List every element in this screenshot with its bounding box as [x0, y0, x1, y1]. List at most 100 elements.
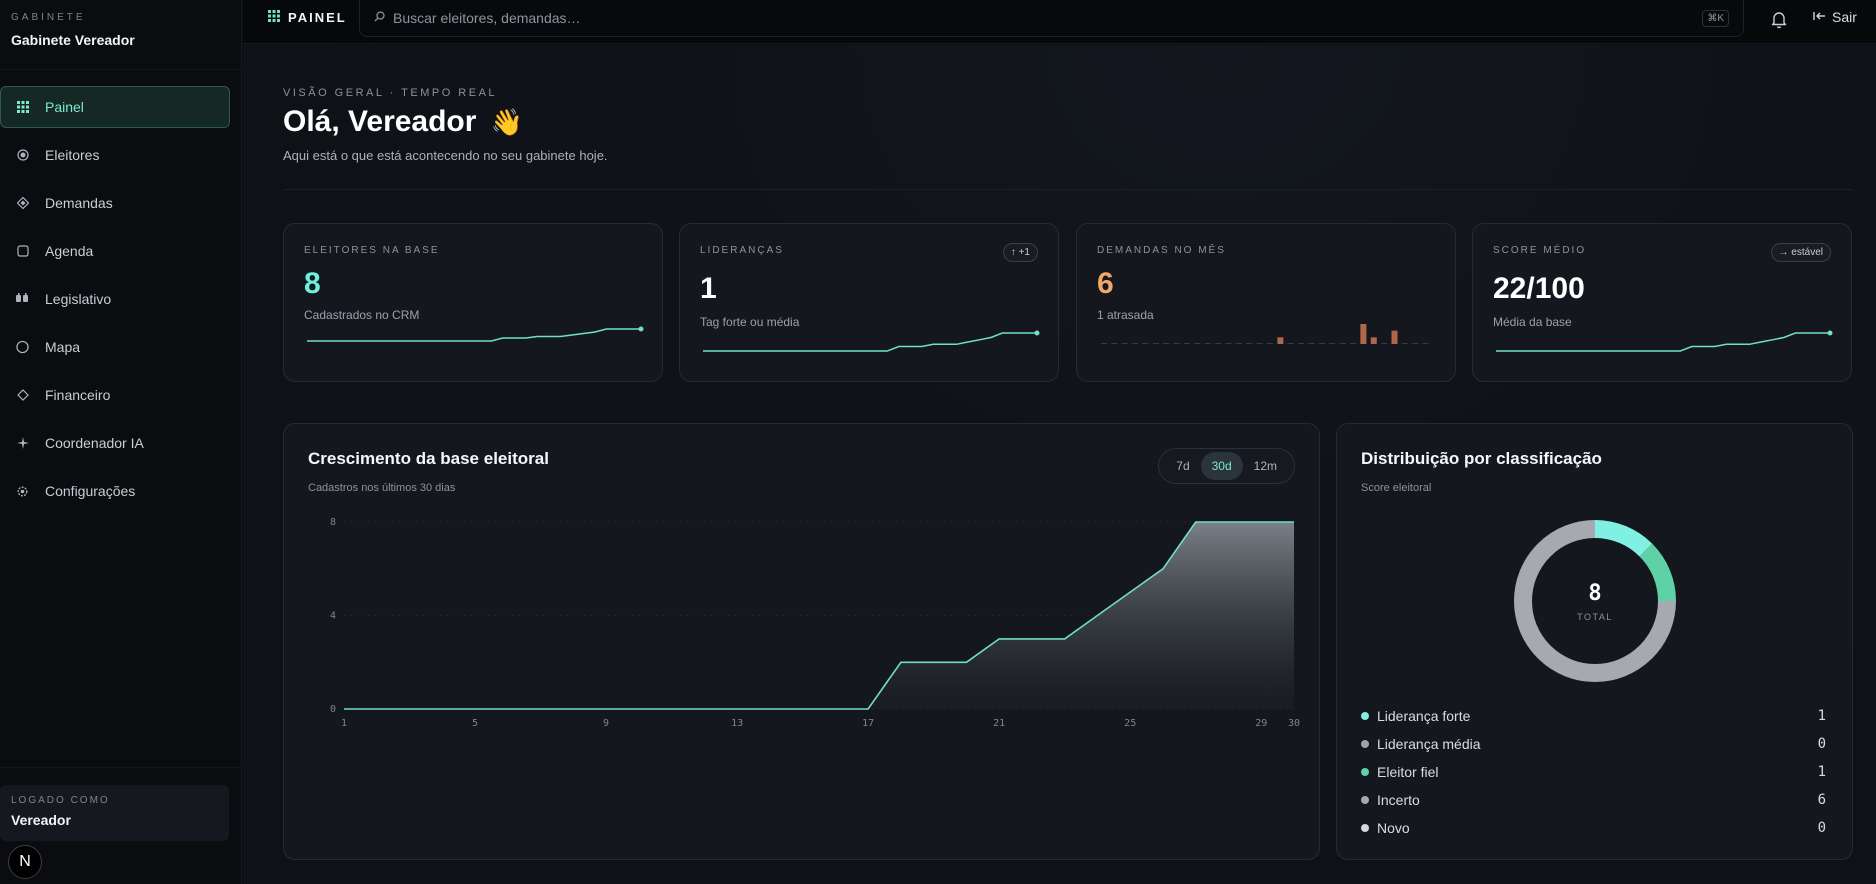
kpi-card-eleitores[interactable]: ELEITORES NA BASE 8 Cadastrados no CRM — [283, 223, 663, 382]
sidebar-nav: Painel Eleitores Demandas Agenda Legisla… — [0, 86, 242, 518]
donut-slice — [1639, 543, 1676, 602]
greeting-text: Olá, Vereador — [283, 105, 477, 138]
calendar-icon — [16, 245, 29, 258]
demand-bar-empty — [1267, 343, 1273, 344]
kpi-desc: 1 atrasada — [1097, 308, 1154, 322]
search-shortcut: ⌘K — [1702, 9, 1729, 27]
demand-bar-empty — [1329, 343, 1336, 344]
kpi-card-demandas[interactable]: DEMANDAS NO MÊS 6 1 atrasada — [1076, 223, 1456, 382]
legend-dot — [1361, 740, 1369, 748]
distribution-legend: Liderança forte 1 Liderança média 0 Eleito… — [1361, 702, 1826, 842]
kpi-label: SCORE MÉDIO — [1493, 245, 1587, 256]
main-content: VISÃO GERAL · TEMPO REAL Olá, Vereador 👋… — [243, 45, 1876, 884]
demand-bar-empty — [1132, 343, 1139, 344]
wave-emoji: 👋 — [490, 106, 523, 137]
legend-label: Eleitor fiel — [1377, 764, 1439, 780]
demand-bar — [1360, 324, 1367, 344]
sidebar-item-label: Agenda — [45, 243, 94, 259]
topbar: PAINEL ⌘K Sair — [243, 0, 1876, 44]
greeting-subtitle: Aqui está o que está acontecendo no seu … — [283, 148, 608, 163]
sidebar-item-configuracoes[interactable]: Configurações — [0, 470, 230, 512]
x-tick-label: 5 — [472, 718, 478, 729]
legend-label: Incerto — [1377, 792, 1420, 808]
page-title-text: PAINEL — [288, 10, 347, 25]
sidebar-item-demandas[interactable]: Demandas — [0, 182, 230, 224]
legend-value: 6 — [1817, 792, 1826, 808]
logout-button[interactable]: Sair — [1813, 9, 1857, 25]
demand-bar-empty — [1350, 343, 1356, 344]
sidebar-item-painel[interactable]: Painel — [0, 86, 230, 128]
demand-bar-empty — [1412, 343, 1419, 344]
brand-kicker: GABINETE — [11, 12, 86, 23]
demand-bar-empty — [1339, 343, 1346, 344]
kpi-card-liderancas[interactable]: LIDERANÇAS ↑ +1 1 Tag forte ou média — [679, 223, 1059, 382]
donut-slice — [1514, 520, 1676, 682]
diamond-icon — [16, 197, 29, 210]
range-30d-button[interactable]: 30d — [1200, 452, 1243, 480]
growth-area — [344, 522, 1294, 709]
range-7d-button[interactable]: 7d — [1176, 459, 1190, 473]
legend-value: 1 — [1817, 708, 1826, 724]
sidebar-item-eleitores[interactable]: Eleitores — [0, 134, 230, 176]
y-tick-label: 8 — [330, 517, 336, 528]
growth-chart: 0 4 8 1 5 9 13 17 21 25 29 30 — [330, 517, 1300, 729]
grid-icon — [268, 10, 280, 25]
demand-bar-empty — [1422, 343, 1429, 344]
n-avatar[interactable]: N — [8, 845, 42, 879]
y-tick-label: 0 — [330, 704, 336, 715]
logged-user-box[interactable]: LOGADO COMO Vereador — [0, 785, 229, 841]
legend-item: Eleitor fiel 1 — [1361, 758, 1826, 786]
sparkline-path — [307, 328, 641, 342]
demand-bar-empty — [1101, 343, 1107, 344]
demand-bar-empty — [1235, 343, 1242, 344]
demand-bar — [1370, 337, 1377, 344]
demand-bar-empty — [1298, 343, 1305, 344]
distribution-title: Distribuição por classificação — [1361, 449, 1602, 468]
demand-bar-empty — [1215, 343, 1222, 344]
grid-icon — [16, 101, 29, 114]
brand-name: Gabinete Vereador — [11, 32, 135, 48]
kpi-card-score[interactable]: SCORE MÉDIO → estável 22/100 Média da ba… — [1472, 223, 1852, 382]
kpi-desc: Tag forte ou média — [700, 315, 800, 329]
sidebar-item-label: Painel — [45, 99, 84, 115]
logged-user-name: Vereador — [11, 812, 71, 828]
range-12m-button[interactable]: 12m — [1253, 459, 1277, 473]
range-selector: 7d 30d 12m — [1158, 448, 1295, 484]
demand-bar-empty — [1173, 343, 1180, 344]
kpi-label: ELEITORES NA BASE — [304, 245, 440, 256]
growth-line — [344, 521, 1294, 710]
kpi-trend-badge: ↑ +1 — [1002, 243, 1038, 262]
distribution-panel: Distribuição por classificação Score ele… — [1336, 423, 1853, 860]
logged-kicker: LOGADO COMO — [11, 795, 110, 806]
logout-icon — [1813, 10, 1826, 24]
kpi-label: DEMANDAS NO MÊS — [1097, 245, 1226, 256]
kpi-value: 8 — [304, 267, 321, 300]
sidebar-item-mapa[interactable]: Mapa — [0, 326, 230, 368]
legend-dot — [1361, 768, 1369, 776]
demand-bar — [1391, 330, 1398, 344]
kpi-sparkline — [703, 330, 1040, 352]
legend-dot — [1361, 796, 1369, 804]
sidebar-item-agenda[interactable]: Agenda — [0, 230, 230, 272]
sidebar-item-financeiro[interactable]: Financeiro — [0, 374, 230, 416]
kpi-sparkline — [1496, 330, 1833, 352]
sidebar-item-legislativo[interactable]: Legislativo — [0, 278, 230, 320]
search-bar: ⌘K — [359, 0, 1744, 37]
sparkle-icon — [16, 437, 29, 450]
donut-slice — [1594, 520, 1653, 557]
search-icon — [374, 11, 385, 25]
brand: GABINETE Gabinete Vereador — [0, 0, 241, 70]
bell-icon[interactable] — [1769, 9, 1789, 29]
search-input[interactable] — [393, 10, 1703, 26]
demand-bar-empty — [1152, 343, 1159, 344]
demand-bar-empty — [1401, 343, 1408, 344]
kpi-value: 1 — [700, 272, 717, 305]
legend-item: Liderança média 0 — [1361, 730, 1826, 758]
distribution-subtitle: Score eleitoral — [1361, 482, 1432, 494]
demand-bar-empty — [1163, 343, 1170, 344]
sidebar-item-coordenador-ia[interactable]: Coordenador IA — [0, 422, 230, 464]
growth-chart-title: Crescimento da base eleitoral — [308, 449, 549, 468]
demand-bar-empty — [1194, 343, 1201, 344]
demand-bar-empty — [1225, 343, 1232, 344]
divider — [283, 189, 1853, 190]
